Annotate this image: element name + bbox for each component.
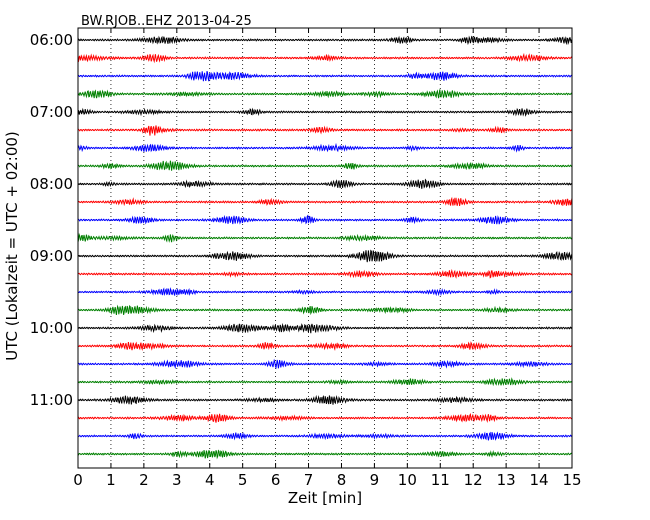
trace-line: [77, 394, 572, 405]
x-tick-label: 1: [106, 471, 116, 489]
x-tick-label: 9: [370, 471, 380, 489]
trace-line: [77, 449, 573, 460]
trace-line: [77, 377, 573, 387]
trace-line: [77, 125, 573, 136]
trace-line: [77, 160, 573, 171]
trace-line: [77, 249, 573, 263]
x-tick-label: 3: [172, 471, 182, 489]
trace-line: [77, 107, 573, 117]
trace-group: [77, 35, 573, 460]
plot-background: [78, 28, 572, 468]
x-axis-ticks: 0 1 2 3 4 5 6 7 8 9 10 11 12 13 14 15: [73, 28, 582, 489]
trace-line: [77, 413, 572, 423]
y-tick-label: 07:00: [30, 103, 73, 121]
y-tick-label: 09:00: [30, 247, 73, 265]
plot-frame: [77, 27, 573, 469]
trace-line: [77, 89, 573, 99]
x-tick-label: 11: [431, 471, 450, 489]
x-tick-label: 13: [497, 471, 516, 489]
x-tick-label: 15: [562, 471, 581, 489]
trace-line: [77, 268, 573, 279]
x-tick-label: 8: [337, 471, 347, 489]
trace-line: [77, 322, 573, 334]
x-tick-label: 12: [464, 471, 483, 489]
chart-title: BW.RJOB..EHZ 2013-04-25: [81, 14, 252, 29]
trace-line: [77, 35, 573, 46]
y-tick-label: 06:00: [30, 31, 73, 49]
trace-line: [77, 142, 572, 153]
x-tick-label: 2: [139, 471, 149, 489]
trace-line: [77, 341, 573, 351]
y-tick-label: 10:00: [30, 319, 73, 337]
trace-line: [77, 358, 572, 370]
trace-line: [77, 71, 573, 82]
trace-line: [77, 178, 573, 190]
x-tick-label: 6: [271, 471, 281, 489]
x-tick-label: 4: [205, 471, 215, 489]
y-tick-label: 08:00: [30, 175, 73, 193]
x-tick-label: 5: [238, 471, 248, 489]
y-tick-label: 11:00: [30, 391, 73, 409]
trace-line: [77, 304, 573, 316]
x-tick-label: 7: [304, 471, 314, 489]
trace-line: [77, 52, 573, 64]
x-tick-label: 14: [530, 471, 549, 489]
trace-line: [77, 214, 573, 225]
vertical-grid: [110, 28, 540, 468]
trace-line: [77, 196, 573, 207]
y-axis-label: UTC (Lokalzeit = UTC + 02:00): [3, 131, 21, 361]
x-tick-label: 0: [73, 471, 83, 489]
y-axis-ticks: 06:00 07:00 08:00 09:00 10:00 11:00: [30, 31, 572, 409]
x-tick-label: 10: [398, 471, 417, 489]
trace-line: [77, 287, 573, 297]
trace-line: [77, 431, 573, 441]
trace-line: [77, 232, 573, 243]
x-axis-label: Zeit [min]: [288, 489, 362, 507]
